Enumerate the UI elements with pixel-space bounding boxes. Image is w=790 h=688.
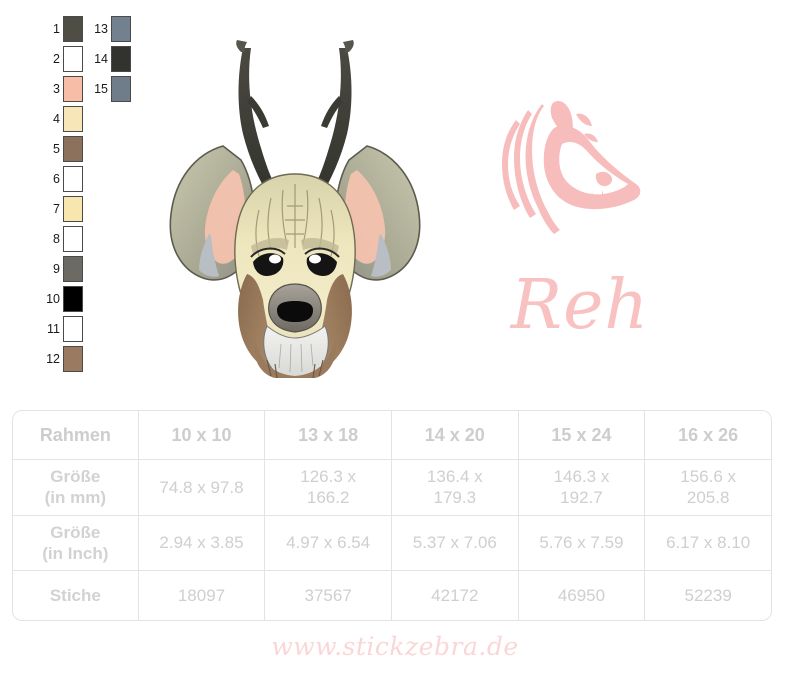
row-label-stitches: Stiche (12, 571, 139, 621)
palette-swatch-number: 7 (53, 201, 60, 216)
palette-swatch-color (63, 196, 83, 222)
table-header-size-13x18: 13 x 18 (265, 410, 392, 460)
row-label-size-inch: Größe (in Inch) (12, 515, 139, 571)
palette-swatch-2: 2 (40, 44, 83, 74)
palette-swatch-color (63, 106, 83, 132)
palette-swatch-color (63, 46, 83, 72)
palette-swatch-7: 7 (40, 194, 83, 224)
cell-size-mm-13x18: 126.3 x 166.2 (265, 460, 392, 516)
palette-swatch-number: 9 (53, 261, 60, 276)
table-row-size-mm: Größe (in mm) 74.8 x 97.8 126.3 x 166.2 … (12, 460, 772, 516)
palette-swatch-color (63, 316, 83, 342)
cell-size-mm-14x20: 136.4 x 179.3 (391, 460, 519, 516)
palette-swatch-number: 13 (94, 21, 108, 36)
cell-stitches-15x24: 46950 (518, 571, 646, 621)
deer-antlers (236, 40, 354, 200)
row-label-size-mm: Größe (in mm) (12, 460, 139, 516)
palette-swatch-12: 12 (40, 344, 83, 374)
cell-stitches-14x20: 42172 (391, 571, 519, 621)
palette-swatch-6: 6 (40, 164, 83, 194)
website-url: www.stickzebra.de (271, 632, 519, 661)
palette-swatch-10: 10 (40, 284, 83, 314)
palette-swatch-9: 9 (40, 254, 83, 284)
palette-swatch-number: 4 (53, 111, 60, 126)
palette-swatch-color (63, 256, 83, 282)
specification-table: Rahmen 10 x 10 13 x 18 14 x 20 15 x 24 1… (12, 410, 772, 621)
palette-swatch-color (111, 16, 131, 42)
table-header-size-10x10: 10 x 10 (138, 410, 266, 460)
deer-face (234, 173, 356, 378)
palette-swatch-color (111, 46, 131, 72)
palette-swatch-5: 5 (40, 134, 83, 164)
table-header-rahmen: Rahmen (12, 410, 139, 460)
design-title: Reh (510, 266, 650, 345)
cell-size-inch-10x10: 2.94 x 3.85 (138, 515, 266, 571)
palette-swatch-3: 3 (40, 74, 83, 104)
palette-swatch-number: 14 (94, 51, 108, 66)
cell-size-inch-16x26: 6.17 x 8.10 (645, 515, 772, 571)
cell-size-inch-15x24: 5.76 x 7.59 (518, 515, 646, 571)
table-header-row: Rahmen 10 x 10 13 x 18 14 x 20 15 x 24 1… (12, 410, 772, 460)
palette-swatch-number: 1 (53, 21, 60, 36)
palette-swatch-number: 11 (47, 321, 60, 336)
palette-swatch-14: 14 (88, 44, 131, 74)
palette-swatch-number: 3 (53, 81, 60, 96)
palette-swatch-11: 11 (40, 314, 83, 344)
table-header-size-16x26: 16 x 26 (645, 410, 772, 460)
palette-swatch-color (63, 76, 83, 102)
palette-swatch-number: 2 (53, 51, 60, 66)
deer-eyes (250, 247, 340, 276)
cell-stitches-16x26: 52239 (645, 571, 772, 621)
cell-stitches-10x10: 18097 (138, 571, 266, 621)
palette-swatch-13: 13 (88, 14, 131, 44)
palette-swatch-number: 15 (94, 81, 108, 96)
cell-size-mm-16x26: 156.6 x 205.8 (645, 460, 772, 516)
palette-swatch-color (63, 226, 83, 252)
palette-column-left: 1 2 3 4 5 6 7 8 (40, 14, 83, 374)
palette-swatch-1: 1 (40, 14, 83, 44)
palette-swatch-color (63, 136, 83, 162)
palette-swatch-color (63, 346, 83, 372)
table-header-size-14x20: 14 x 20 (391, 410, 519, 460)
cell-stitches-13x18: 37567 (265, 571, 392, 621)
palette-swatch-number: 10 (46, 291, 60, 306)
palette-swatch-color (63, 16, 83, 42)
palette-swatch-number: 5 (53, 141, 60, 156)
palette-swatch-color (63, 286, 83, 312)
cell-size-inch-14x20: 5.37 x 7.06 (391, 515, 519, 571)
palette-swatch-8: 8 (40, 224, 83, 254)
palette-swatch-color (111, 76, 131, 102)
palette-swatch-number: 12 (46, 351, 60, 366)
cell-size-mm-15x24: 146.3 x 192.7 (518, 460, 646, 516)
palette-swatch-number: 8 (53, 231, 60, 246)
palette-column-right: 13 14 15 (88, 14, 131, 104)
palette-swatch-number: 6 (53, 171, 60, 186)
palette-swatch-color (63, 166, 83, 192)
palette-swatch-15: 15 (88, 74, 131, 104)
palette-swatch-4: 4 (40, 104, 83, 134)
table-header-size-15x24: 15 x 24 (518, 410, 646, 460)
zebra-head-logo (492, 88, 652, 243)
deer-head-embroidery-image (155, 38, 435, 378)
table-row-size-inch: Größe (in Inch) 2.94 x 3.85 4.97 x 6.54 … (12, 515, 772, 571)
cell-size-inch-13x18: 4.97 x 6.54 (265, 515, 392, 571)
cell-size-mm-10x10: 74.8 x 97.8 (138, 460, 266, 516)
table-row-stitches: Stiche 18097 37567 42172 46950 52239 (12, 571, 772, 621)
